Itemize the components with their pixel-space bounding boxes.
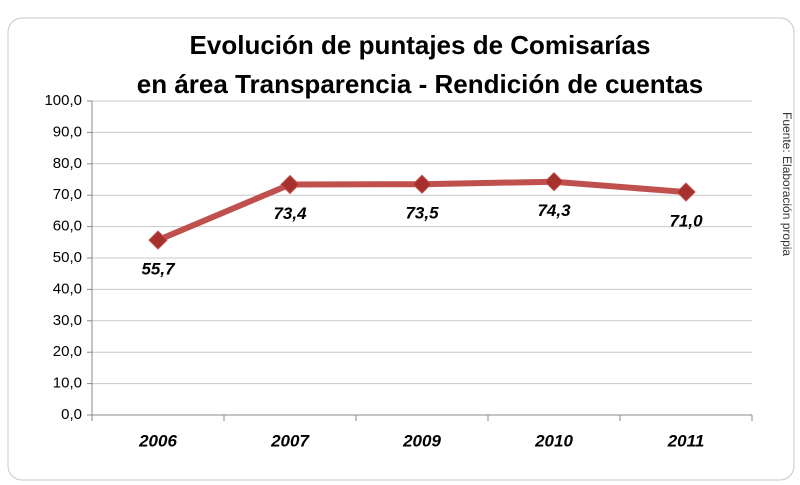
y-tick-label: 50,0 — [53, 249, 82, 266]
y-tick-label: 80,0 — [53, 155, 82, 172]
x-tick-label: 2010 — [534, 431, 573, 450]
y-tick-label: 0,0 — [61, 406, 82, 423]
data-marker — [412, 174, 432, 194]
x-tick-label: 2007 — [270, 431, 310, 450]
data-label: 73,5 — [405, 204, 439, 223]
x-tick-label: 2011 — [667, 431, 705, 450]
data-label: 73,4 — [273, 204, 307, 223]
chart-frame — [7, 17, 795, 481]
chart-title: Evolución de puntajes de Comisarías — [190, 30, 651, 60]
data-label: 71,0 — [669, 212, 703, 231]
y-tick-label: 30,0 — [53, 312, 82, 329]
y-tick-label: 60,0 — [53, 218, 82, 235]
data-marker — [148, 230, 168, 250]
y-tick-label: 20,0 — [53, 343, 82, 360]
data-marker — [544, 171, 564, 192]
y-tick-label: 40,0 — [53, 280, 82, 297]
data-marker — [280, 174, 300, 195]
y-tick-label: 100,0 — [44, 92, 82, 109]
y-tick-label: 70,0 — [53, 186, 82, 203]
chart-title: en área Transparencia - Rendición de cue… — [137, 69, 703, 99]
source-note: Fuente: Elaboración propia — [780, 112, 794, 256]
data-marker — [676, 182, 696, 202]
data-label: 55,7 — [141, 260, 176, 279]
data-label: 74,3 — [537, 201, 571, 220]
x-tick-label: 2009 — [402, 431, 441, 450]
y-tick-label: 90,0 — [53, 123, 82, 140]
y-tick-label: 10,0 — [53, 375, 82, 392]
x-tick-label: 2006 — [138, 431, 177, 450]
